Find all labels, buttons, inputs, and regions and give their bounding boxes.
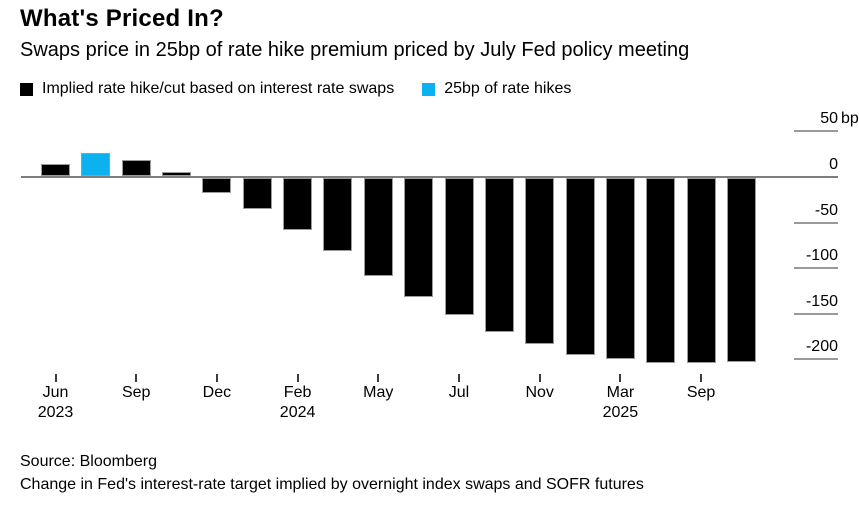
- x-axis-label-year: 2023: [37, 404, 74, 421]
- x-axis-label-month: Sep: [686, 384, 716, 401]
- bar: [283, 178, 312, 230]
- bar: [445, 178, 474, 315]
- legend-swatch-cyan: [422, 82, 436, 96]
- y-axis-label: -100: [805, 247, 838, 265]
- x-axis-tick: [377, 374, 380, 382]
- chart-title: What's Priced In?: [20, 5, 224, 32]
- y-axis-tick: [794, 358, 838, 361]
- bar: [525, 178, 554, 344]
- x-axis-tick: [215, 374, 218, 382]
- bar: [162, 172, 191, 176]
- x-axis-tick: [296, 374, 299, 382]
- y-axis-unit: bp: [841, 110, 859, 128]
- bar: [364, 178, 393, 277]
- bar-highlight-25bp: [81, 153, 110, 176]
- bar: [202, 178, 231, 193]
- legend-label-25bp-hikes: 25bp of rate hikes: [444, 80, 572, 97]
- bar: [323, 178, 352, 251]
- legend-item-implied-rate: Implied rate hike/cut based on interest …: [20, 80, 394, 98]
- legend-item-25bp-hikes: 25bp of rate hikes: [422, 80, 571, 98]
- bar: [122, 159, 151, 176]
- x-axis-label-month: Jul: [448, 384, 470, 401]
- bar: [727, 178, 756, 363]
- bar: [404, 178, 433, 297]
- y-axis-label: -50: [814, 201, 838, 219]
- bar: [646, 178, 675, 364]
- chart-subtitle: Swaps price in 25bp of rate hike premium…: [20, 39, 690, 61]
- note-text: Change in Fed's interest-rate target imp…: [20, 476, 644, 493]
- y-axis-tick: [794, 267, 838, 270]
- bar: [566, 178, 595, 355]
- y-axis-label: 0: [829, 156, 838, 173]
- x-axis-label-month: May: [363, 384, 394, 401]
- legend-label-implied-rate: Implied rate hike/cut based on interest …: [42, 80, 395, 97]
- x-axis-label-month: Dec: [202, 384, 232, 401]
- source-text: Source: Bloomberg: [20, 453, 157, 470]
- bar: [687, 178, 716, 364]
- y-axis-label: -200: [805, 338, 838, 356]
- y-axis-tick: [794, 130, 838, 133]
- zero-axis-line: [21, 176, 838, 178]
- x-axis-label-month: Jun: [42, 384, 69, 401]
- y-axis-label: 50 bp: [820, 110, 859, 128]
- y-axis-tick: [794, 312, 838, 315]
- footer: Source: Bloomberg Change in Fed's intere…: [20, 450, 644, 496]
- bar: [485, 178, 514, 333]
- bar: [606, 178, 635, 359]
- x-axis-tick: [458, 374, 460, 382]
- legend: Implied rate hike/cut based on interest …: [20, 80, 571, 98]
- bar: [41, 164, 70, 176]
- x-axis-label-year: 2024: [279, 404, 316, 421]
- bar: [243, 178, 272, 209]
- x-axis-label-month: Mar: [606, 384, 635, 401]
- x-axis-tick: [54, 374, 57, 382]
- x-axis-tick: [619, 374, 622, 382]
- x-axis-tick: [538, 374, 541, 382]
- x-axis-label-month: Feb: [283, 384, 312, 401]
- x-axis-tick: [700, 374, 703, 382]
- y-axis-tick: [794, 221, 838, 224]
- legend-swatch-black: [20, 82, 33, 96]
- x-axis-tick: [135, 374, 138, 382]
- x-axis-label-month: Nov: [525, 384, 554, 401]
- x-axis-label-month: Sep: [121, 384, 151, 401]
- x-axis-label-year: 2025: [602, 404, 639, 421]
- y-axis-label: -150: [805, 292, 838, 310]
